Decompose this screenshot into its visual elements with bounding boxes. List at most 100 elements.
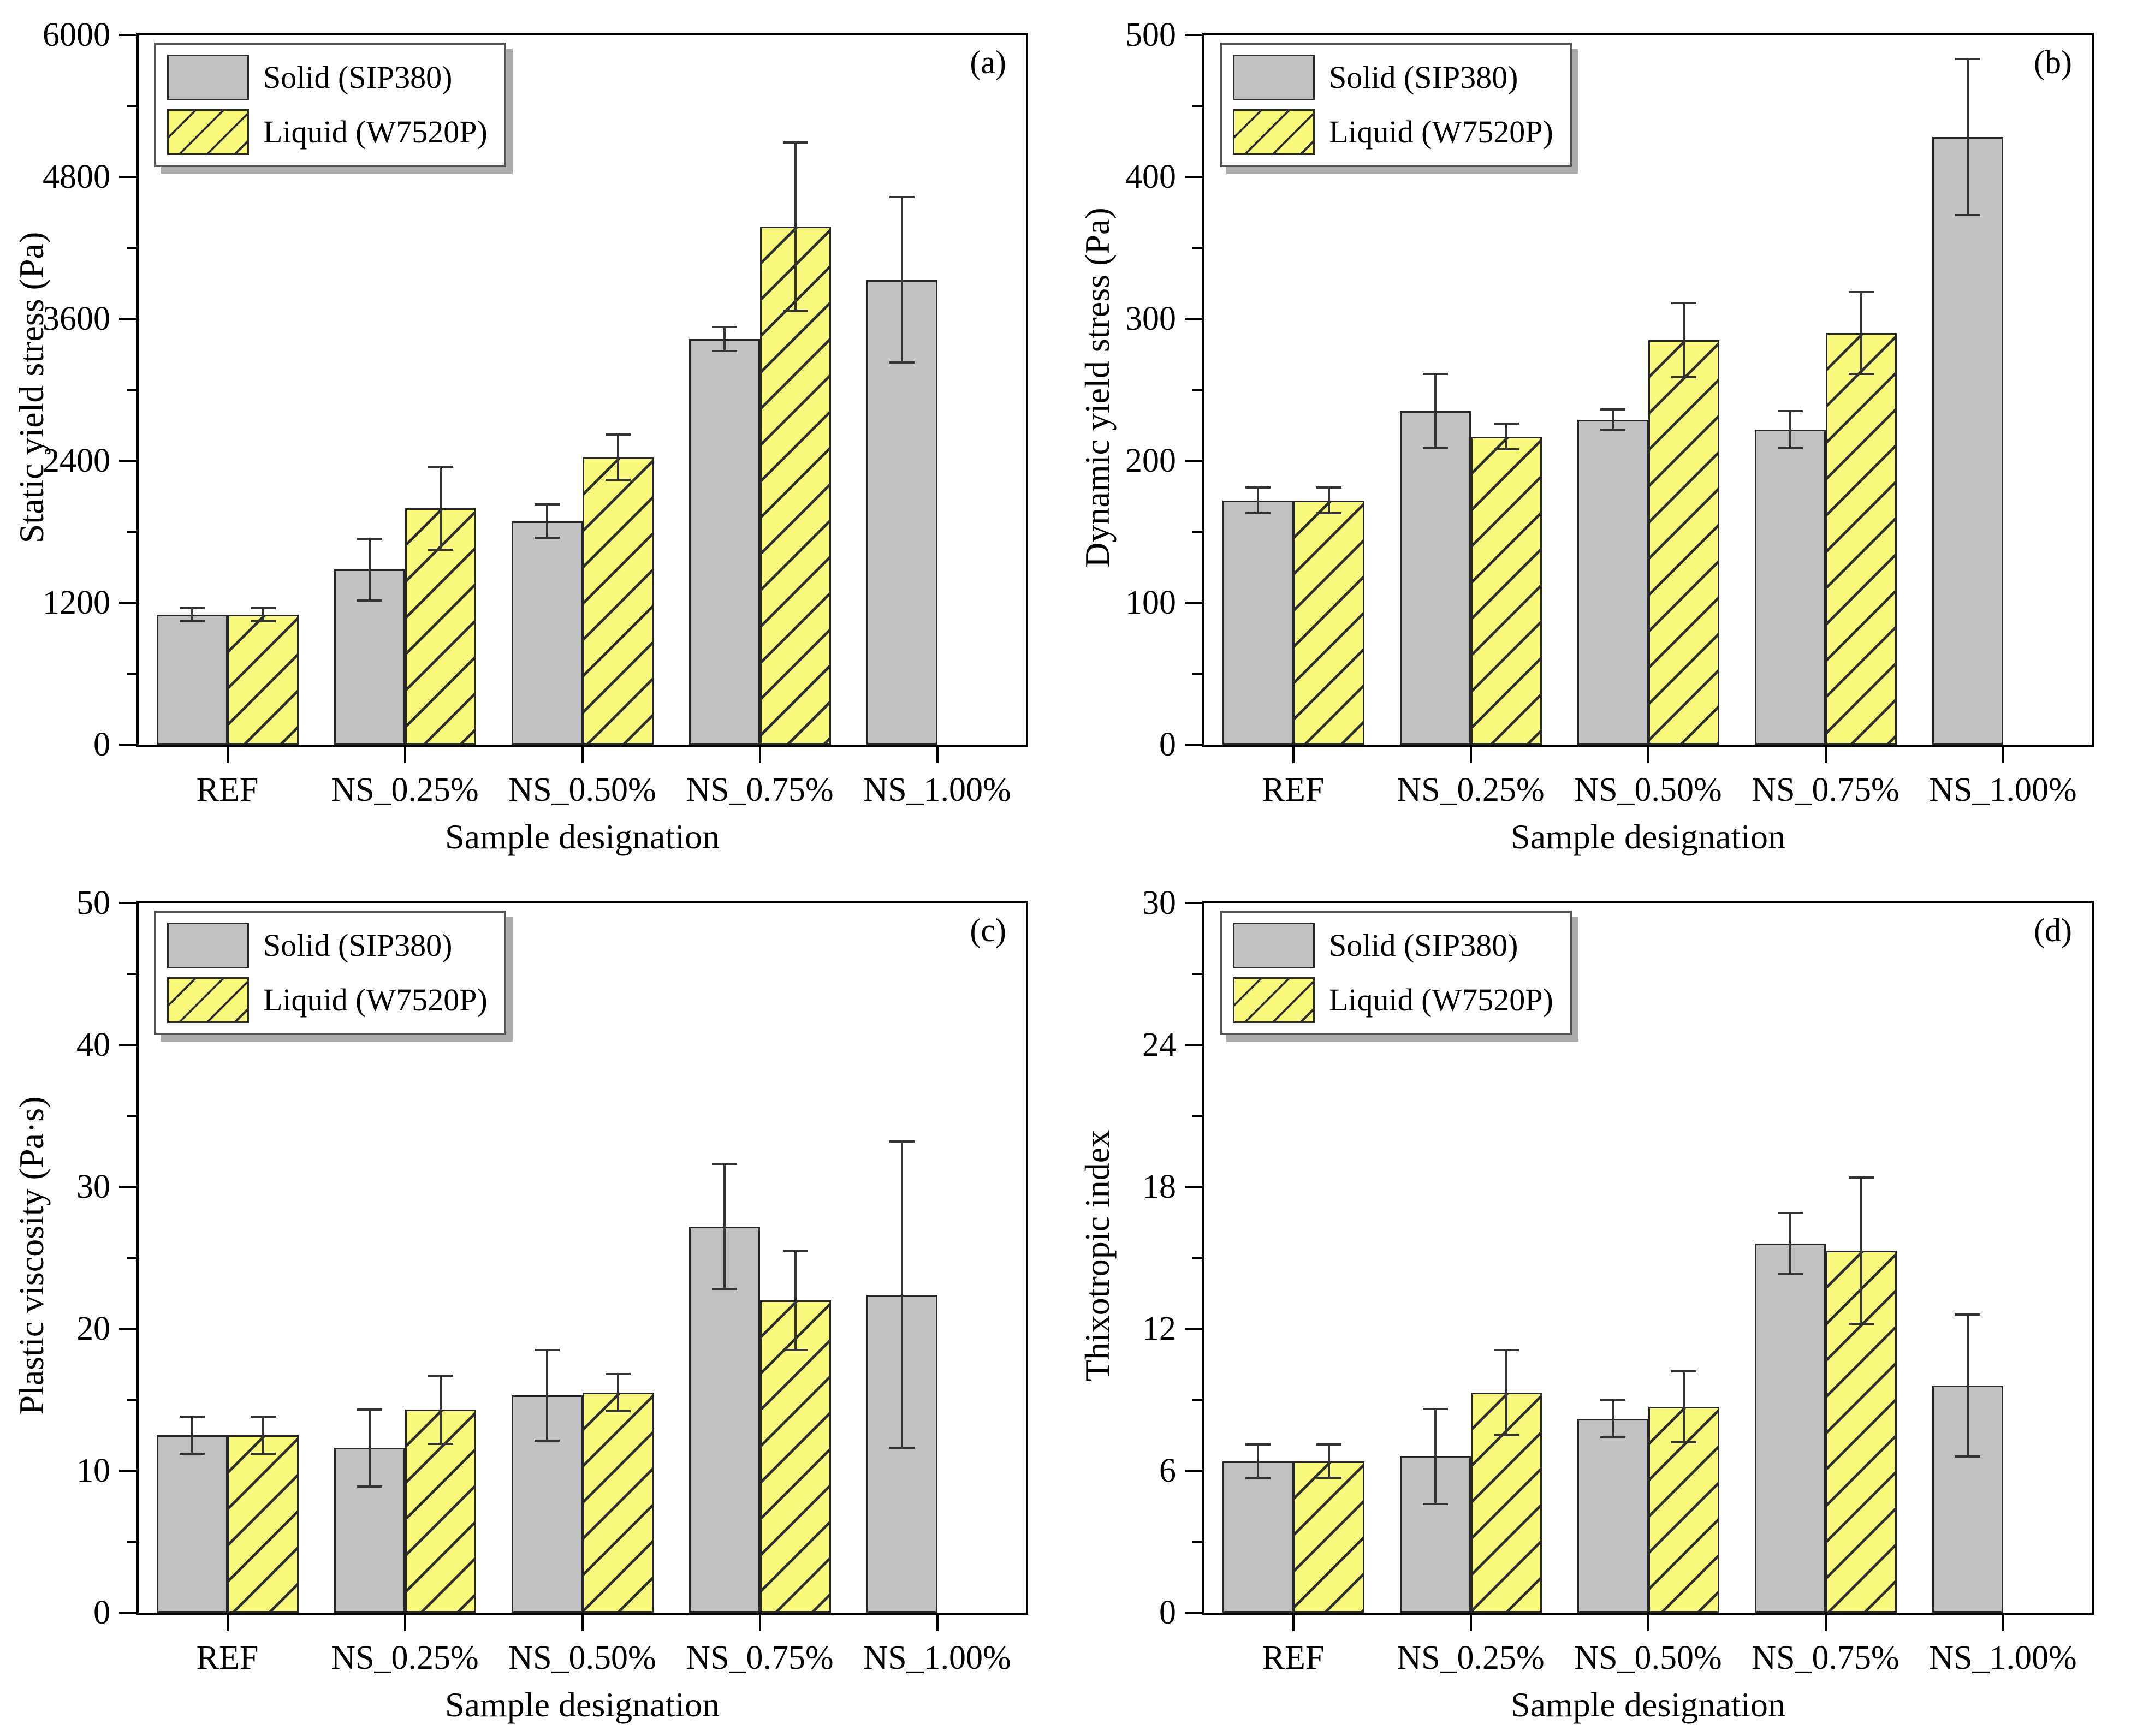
y-major-tick [1185,602,1202,604]
legend-swatch-liquid [167,977,249,1023]
legend: Solid (SIP380) Liquid (W7520P) [1220,911,1572,1035]
y-minor-tick [127,1115,136,1117]
y-major-tick [119,1612,136,1614]
error-bar [723,1164,726,1289]
error-bar-cap [1848,373,1874,376]
bar-liquid [582,457,654,745]
error-bar-cap [782,141,808,144]
error-bar-cap [1245,1443,1271,1446]
error-bar [1505,1350,1507,1435]
legend-swatch-liquid [1233,109,1315,155]
error-bar-cap [1848,1323,1874,1325]
error-bar-cap [782,1250,808,1252]
y-minor-tick [127,1399,136,1401]
error-bar-cap [711,1163,737,1166]
y-axis-title: Static yield stress (Pa) [12,231,51,544]
y-major-tick [119,318,136,320]
error-bar [1789,1212,1791,1275]
y-tick-label: 0 [1159,726,1176,763]
error-bar-cap [1316,512,1341,515]
y-minor-tick [127,247,136,249]
y-tick-label: 40 [76,1026,110,1063]
error-bar-cap [179,607,205,609]
error-bar [1505,424,1507,450]
panel-dynamic-yield-stress: Dynamic yield stress (Pa) (b) Solid (SIP… [1066,0,2131,868]
legend-label-solid: Solid (SIP380) [1329,60,1518,96]
y-major-tick [1185,176,1202,178]
error-bar-cap [1245,486,1271,489]
x-axis-title: Sample designation [444,817,720,856]
bar-liquid [759,227,831,745]
y-major-tick [1185,1612,1202,1614]
error-bar [439,466,442,550]
error-bar [794,1251,797,1350]
x-category-label: NS_1.00% [1929,1639,2077,1676]
y-tick-label: 4800 [43,158,110,195]
x-category-label: NS_0.75% [1752,1639,1900,1676]
x-tick [1292,1615,1295,1631]
error-bar-cap [1671,1370,1696,1372]
error-bar [794,142,797,311]
y-major-tick [119,34,136,36]
y-tick-label: 100 [1125,584,1176,621]
x-axis-title: Sample designation [1510,1685,1786,1724]
error-bar-cap [250,620,276,622]
legend-swatch-solid [167,923,249,968]
y-minor-tick [127,389,136,391]
x-category-label: REF [1262,771,1325,808]
error-bar [191,608,193,621]
x-category-label: NS_0.25% [1397,771,1545,808]
bar-liquid [1293,500,1364,745]
error-bar-cap [1422,447,1448,449]
error-bar-cap [250,1452,276,1455]
x-tick [403,747,406,763]
error-bar [1860,1177,1862,1324]
error-bar [1327,1444,1330,1478]
y-tick-label: 2400 [43,442,110,479]
y-tick-label: 0 [1159,1594,1176,1631]
error-bar-cap [534,1440,560,1442]
error-bar [1327,487,1330,514]
plot-area: (d) Solid (SIP380) Liquid (W7520P) 0 6 12 1… [1142,884,2094,1676]
error-bar [1789,411,1791,448]
error-bar [1611,409,1614,430]
error-bar-cap [1955,214,1980,217]
y-minor-tick [1192,1399,1202,1401]
bar-liquid [1293,1461,1364,1613]
legend-item-liquid: Liquid (W7520P) [1233,109,1553,155]
x-category-label: NS_0.75% [1752,771,1900,808]
error-bar-cap [605,1410,631,1412]
error-bar-cap [1955,58,1980,61]
error-bar [723,327,726,351]
error-bar-cap [1671,376,1696,378]
error-bar [1611,1400,1614,1438]
x-category-label: REF [1262,1639,1325,1676]
legend-label-liquid: Liquid (W7520P) [1329,982,1553,1018]
y-major-tick [119,460,136,462]
y-minor-tick [127,973,136,975]
error-bar [616,435,619,480]
y-minor-tick [1192,389,1202,391]
bar-solid [1754,1244,1826,1613]
bar-liquid [1648,340,1719,745]
error-bar-cap [1245,1477,1271,1479]
y-minor-tick [127,673,136,675]
y-tick-label: 1200 [43,584,110,621]
x-tick [936,1615,939,1631]
error-bar [1860,292,1862,374]
panel-letter: (b) [2034,44,2072,80]
error-bar-cap [1422,1408,1448,1411]
x-category-label: NS_1.00% [863,1639,1011,1676]
error-bar-cap [1777,1211,1803,1214]
bar-solid [688,338,760,745]
legend-swatch-liquid [167,109,249,155]
x-axis-title: Sample designation [1510,817,1786,856]
panel-letter: (c) [970,912,1006,948]
y-minor-tick [1192,531,1202,533]
y-major-tick [119,602,136,604]
legend-label-solid: Solid (SIP380) [263,928,453,964]
bar-solid [1399,411,1471,745]
bar-liquid [759,1300,831,1613]
x-tick [226,747,229,763]
legend-item-liquid: Liquid (W7520P) [1233,977,1553,1023]
